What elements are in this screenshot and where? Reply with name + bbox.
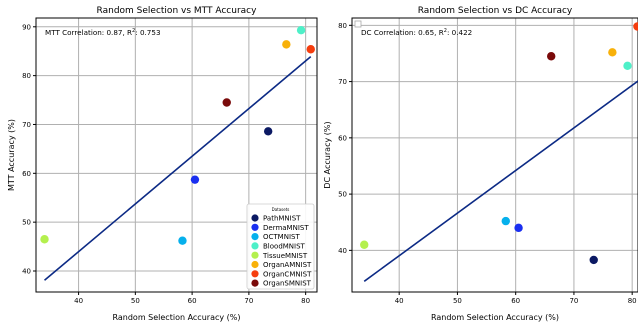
point-organamnist xyxy=(608,48,617,57)
legend-marker xyxy=(251,223,259,231)
x-tick-label: 50 xyxy=(453,297,462,305)
point-organamnist xyxy=(282,40,291,49)
chart-panel-1: 40 50 60 70 80 40 50 60 70 80 90 Random Selection v… xyxy=(7,6,318,322)
legend-label: OrganSMNIST xyxy=(263,280,312,288)
legend-label: BloodMNIST xyxy=(263,243,306,251)
legend-marker xyxy=(251,251,259,259)
chart-title: Random Selection vs DC Accuracy xyxy=(418,6,573,16)
y-tick-label: 80 xyxy=(338,22,347,30)
y-tick-label: 50 xyxy=(338,191,347,199)
legend-marker xyxy=(251,279,259,287)
x-tick-label: 40 xyxy=(74,297,83,305)
x-tick-label: 70 xyxy=(569,297,578,305)
point-tissuemnist xyxy=(360,240,369,249)
point-organsmnist xyxy=(222,98,231,107)
x-tick-label: 80 xyxy=(301,297,310,305)
point-dermamnist xyxy=(514,223,523,233)
y-axis-label: MTT Accuracy (%) xyxy=(7,119,16,191)
chart-title: Random Selection vs MTT Accuracy xyxy=(97,6,258,16)
y-tick-label: 60 xyxy=(22,170,31,178)
x-axis-label: Random Selection Accuracy (%) xyxy=(113,313,241,322)
regression-line xyxy=(363,80,638,282)
x-tick-label: 60 xyxy=(511,297,520,305)
y-tick-label: 70 xyxy=(338,78,347,86)
plot-frame xyxy=(35,17,318,293)
legend-box-empty xyxy=(354,20,362,28)
x-tick-label: 70 xyxy=(244,297,253,305)
y-tick-label: 90 xyxy=(22,23,31,31)
point-dermamnist xyxy=(190,175,200,184)
legend-label: OrganAMNIST xyxy=(263,261,312,269)
legend-label: PathMNIST xyxy=(263,215,301,223)
y-tick-label: 80 xyxy=(22,72,31,80)
point-bloodmnist xyxy=(623,61,632,71)
regression-line xyxy=(44,55,312,281)
x-tick-label: 80 xyxy=(628,297,637,305)
legend-marker xyxy=(251,214,259,222)
x-tick-label: 60 xyxy=(188,297,197,305)
legend-title: Datasets xyxy=(272,207,290,212)
y-tick-label: 40 xyxy=(22,267,31,275)
legend-marker xyxy=(251,270,259,278)
point-organcmnist xyxy=(306,45,315,54)
correlation-annotation: MTT Correlation: 0.87, R2: 0.753 xyxy=(45,28,161,37)
x-axis-label: Random Selection Accuracy (%) xyxy=(431,313,559,322)
point-bloodmnist xyxy=(296,26,306,35)
legend-label: OrganCMNIST xyxy=(263,270,312,278)
point-organcmnist xyxy=(633,22,638,31)
legend-marker xyxy=(251,260,259,269)
legend-label: OCTMNIST xyxy=(263,233,300,241)
point-pathmnist xyxy=(263,127,273,136)
point-organsmnist xyxy=(547,52,556,61)
y-axis-label: DC Accuracy (%) xyxy=(323,121,332,188)
x-tick-label: 50 xyxy=(131,297,140,305)
legend-label: DermaMNIST xyxy=(263,224,309,232)
chart-panel-2: 40 50 60 70 80 40 50 60 70 80 Random Selection vs … xyxy=(323,6,638,322)
y-tick-label: 40 xyxy=(338,247,347,255)
y-tick-label: 50 xyxy=(22,219,31,227)
point-octmnist xyxy=(178,236,187,245)
legend-marker xyxy=(251,233,259,241)
x-tick-label: 40 xyxy=(395,297,404,305)
correlation-annotation: DC Correlation: 0.65, R2: 0.422 xyxy=(361,28,472,37)
point-tissuemnist xyxy=(40,235,49,244)
legend-box xyxy=(246,203,315,290)
y-tick-label: 70 xyxy=(22,121,31,129)
plot-frame xyxy=(351,17,638,293)
legend-label: TissueMNIST xyxy=(262,252,308,260)
y-tick-label: 60 xyxy=(338,134,347,142)
point-pathmnist xyxy=(589,255,598,265)
point-octmnist xyxy=(501,216,510,226)
legend-marker xyxy=(251,242,259,250)
